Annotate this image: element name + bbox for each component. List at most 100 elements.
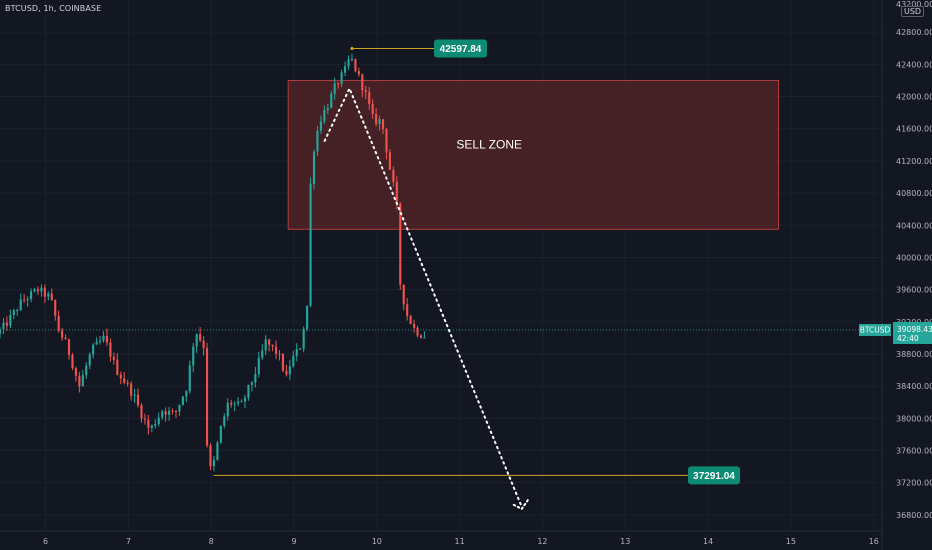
candle-body xyxy=(61,330,64,338)
candle-body xyxy=(12,310,15,315)
y-tick-label: 40000.00 xyxy=(896,253,932,262)
candle-body xyxy=(2,322,5,330)
low-level-callout[interactable] xyxy=(688,466,740,485)
candle-body xyxy=(168,410,171,415)
candle-body xyxy=(23,299,26,301)
y-tick-label: 38000.00 xyxy=(896,414,932,423)
candle-body xyxy=(416,327,419,336)
candle-body xyxy=(50,293,53,300)
candle-body xyxy=(136,394,140,406)
candle-body xyxy=(243,397,247,402)
symbol-title[interactable]: BTCUSD, 1h, COINBASE xyxy=(5,4,102,13)
x-tick-label: 7 xyxy=(126,537,131,546)
sell-zone-label: SELL ZONE xyxy=(456,137,522,151)
candle-body xyxy=(261,350,264,358)
candle-body xyxy=(233,403,236,405)
y-tick-label: 38800.00 xyxy=(896,350,932,359)
y-tick-label: 40800.00 xyxy=(896,189,932,198)
candle-body xyxy=(216,442,219,460)
candle-body xyxy=(133,394,136,396)
candle-body xyxy=(71,354,74,369)
y-tick-label: 37600.00 xyxy=(896,447,932,456)
candle-body xyxy=(0,329,2,334)
candle-body xyxy=(423,337,426,339)
candle-body xyxy=(312,151,316,184)
x-tick-label: 13 xyxy=(620,537,630,546)
candle-body xyxy=(157,417,160,425)
candle-body xyxy=(26,299,29,301)
candle-body xyxy=(240,401,243,403)
currency-badge[interactable]: USD xyxy=(901,6,925,17)
candle-body xyxy=(81,375,84,387)
y-tick-label: 42000.00 xyxy=(896,93,932,102)
candle-body xyxy=(116,359,119,375)
candle-body xyxy=(147,419,150,428)
candle-body xyxy=(392,169,395,182)
x-tick-label: 11 xyxy=(455,537,465,546)
x-tick-label: 8 xyxy=(209,537,214,546)
projection-arrowhead xyxy=(512,497,530,511)
candle-body xyxy=(350,58,354,60)
candle-body xyxy=(181,396,184,405)
low-level-value: 37291.04 xyxy=(693,471,735,482)
candle-body xyxy=(67,339,71,355)
last-price-tag-background xyxy=(893,321,932,344)
candle-body xyxy=(302,328,305,349)
candle-body xyxy=(143,418,146,420)
candle-body xyxy=(399,203,402,285)
symbol-tag-background xyxy=(859,323,891,336)
high-level-value: 42597.84 xyxy=(440,44,482,55)
candle-body xyxy=(330,93,333,108)
candle-body xyxy=(230,402,233,405)
x-tick-label: 6 xyxy=(43,537,48,546)
candle-body xyxy=(78,375,81,387)
candle-body xyxy=(85,365,88,376)
sell-zone-box[interactable] xyxy=(287,79,779,230)
candle-body xyxy=(178,404,181,412)
candle-body xyxy=(199,334,202,341)
candle-body xyxy=(378,119,381,124)
symbol-tag-label: BTCUSD xyxy=(860,325,891,334)
candle-body xyxy=(212,459,216,467)
candle-body xyxy=(406,304,409,316)
candle-body xyxy=(257,357,260,374)
candle-body xyxy=(340,72,343,84)
y-tick-label-top: 43200.00 xyxy=(896,0,932,9)
candle-body xyxy=(395,181,398,204)
candle-body xyxy=(123,378,126,383)
candle-body xyxy=(174,411,178,413)
candle-body xyxy=(223,416,226,426)
candle-body xyxy=(126,382,129,384)
projection-path[interactable] xyxy=(323,86,530,511)
candle-body xyxy=(5,322,8,326)
candle-body xyxy=(40,287,43,292)
candle-body xyxy=(333,83,336,94)
candle-body xyxy=(361,74,364,91)
last-price-value: 39098.43 xyxy=(897,325,932,334)
candle-body xyxy=(388,152,391,170)
x-tick-label: 12 xyxy=(537,537,547,546)
candle-body xyxy=(326,107,329,111)
high-level-anchor xyxy=(350,46,354,51)
candle-body xyxy=(274,346,278,354)
candle-body xyxy=(268,339,271,345)
projection-line[interactable] xyxy=(323,86,523,508)
candle-body xyxy=(385,129,388,153)
candle-body xyxy=(226,402,229,417)
candle-body xyxy=(278,353,281,355)
candle-body xyxy=(171,410,174,412)
price-levels[interactable]: 42597.84 37291.04 xyxy=(213,39,740,485)
candle-body xyxy=(150,425,153,428)
candle-body xyxy=(9,314,12,326)
candle-body xyxy=(119,374,122,379)
y-tick-label: 42400.00 xyxy=(896,60,932,69)
time-axis[interactable]: 6 7 8 9 10 11 12 13 14 15 16 xyxy=(43,537,879,546)
x-tick-label: 16 xyxy=(869,537,879,546)
sell-zone[interactable]: SELL ZONE xyxy=(287,79,779,230)
candle-body xyxy=(292,355,295,367)
y-tick-label: 38400.00 xyxy=(896,382,932,391)
price-axis-background xyxy=(882,0,932,550)
candle-body xyxy=(381,119,385,130)
high-level-callout[interactable] xyxy=(434,39,487,58)
